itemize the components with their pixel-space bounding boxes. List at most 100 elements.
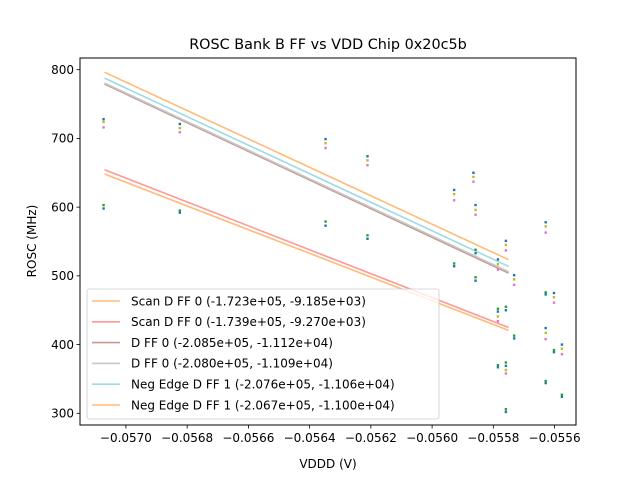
x-tick-label: −0.0570 [100, 431, 152, 445]
y-tick-label: 500 [51, 269, 74, 283]
axes-frame [79, 57, 577, 426]
scatter-point-pink-5 [472, 180, 475, 183]
scatter-point-blue-2 [178, 122, 182, 126]
scatter-point-blue-27 [552, 291, 556, 295]
scatter-point-pink-9 [504, 249, 508, 252]
legend-label: Neg Edge D FF 1 (-2.067e+05, -1.100e+04) [131, 398, 395, 412]
scatter-point-blue-19 [504, 364, 508, 368]
x-tick-label: −0.0564 [284, 431, 336, 445]
x-axis: −0.0570 −0.0568 −0.0566 −0.0564 −0.0562 −0.05… [100, 425, 581, 445]
plot-area [102, 71, 564, 414]
scatter-point-green-15 [552, 348, 556, 352]
scatter-point-green-16 [560, 393, 564, 396]
scatter-point-green-11 [504, 407, 508, 411]
scatter-point-blue-12 [474, 251, 477, 255]
scatter-point-green-8 [496, 364, 500, 367]
scatter-point-pink-3 [366, 164, 369, 167]
scatter-point-green-5 [474, 248, 477, 251]
scatter-point-pink-12 [544, 231, 547, 234]
fit-line-1 [104, 168, 509, 329]
scatter-point-pink-4 [452, 199, 456, 202]
scatter-point-olive-12 [544, 225, 547, 228]
scatter-point-blue-3 [178, 211, 182, 214]
scatter-point-blue-21 [512, 273, 516, 277]
scatter-point-pink-7 [496, 268, 500, 271]
fit-line-3 [104, 82, 509, 273]
scatter-point-blue-7 [366, 237, 369, 240]
scatter-point-green-12 [512, 334, 516, 337]
scatter-point-blue-5 [324, 224, 327, 227]
scatter-point-green-0 [102, 203, 105, 207]
scatter-point-green-4 [452, 262, 456, 265]
scatter-point-blue-14 [496, 258, 500, 261]
scatter-point-blue-29 [560, 343, 564, 346]
scatter-point-blue-1 [102, 207, 105, 210]
scatter-point-green-7 [496, 307, 500, 311]
scatter-point-olive-15 [560, 347, 564, 350]
scatter-point-pink-14 [552, 301, 556, 304]
scatter-point-green-9 [504, 305, 508, 308]
scatter-point-blue-24 [544, 293, 547, 296]
scatter-point-blue-20 [504, 410, 508, 414]
scatter-point-olive-3 [366, 159, 369, 162]
legend-label: Neg Edge D FF 1 (-2.076e+05, -1.106e+04) [131, 378, 395, 392]
scatter-point-olive-11 [512, 278, 516, 281]
scatter-point-olive-1 [178, 126, 182, 130]
chart-title: ROSC Bank B FF vs VDD Chip 0x20c5b [189, 37, 467, 53]
legend-box [86, 288, 440, 420]
scatter-point-blue-0 [102, 117, 105, 121]
scatter-point-pink-0 [102, 126, 105, 129]
x-tick-label: −0.0556 [529, 431, 581, 445]
y-tick-label: 800 [51, 63, 74, 77]
x-tick-label: −0.0558 [467, 431, 519, 445]
scatter-point-blue-30 [560, 395, 564, 399]
scatter-point-olive-7 [496, 262, 500, 266]
scatter-point-blue-6 [366, 155, 369, 158]
y-axis: 300 400 500 600 700 800 [51, 63, 80, 421]
scatter-point-green-10 [504, 361, 508, 364]
scatter-point-green-3 [366, 234, 369, 237]
scatter-point-olive-0 [102, 120, 105, 124]
fit-line-2 [104, 83, 509, 274]
scatter-point-blue-28 [552, 350, 556, 354]
scatter-point-olive-14 [552, 295, 556, 299]
y-tick-label: 700 [51, 132, 74, 146]
scatter-point-olive-10 [504, 368, 508, 372]
scatter-point-blue-9 [452, 265, 456, 268]
scatter-point-olive-8 [496, 315, 500, 318]
legend: Scan D FF 0 (-1.723e+05, -9.185e+03) Scan… [86, 288, 440, 420]
y-tick-label: 400 [51, 338, 74, 352]
scatter-point-green-1 [178, 209, 182, 212]
scatter-point-olive-4 [452, 192, 456, 196]
scatter-point-blue-10 [472, 171, 475, 174]
legend-label: D FF 0 (-2.085e+05, -1.112e+04) [131, 336, 333, 350]
scatter-point-blue-16 [496, 366, 500, 369]
x-axis-label: VDDD (V) [299, 457, 356, 471]
x-tick-label: −0.0562 [345, 431, 397, 445]
fit-line-5 [104, 71, 509, 261]
legend-label: Scan D FF 0 (-1.723e+05, -9.185e+03) [131, 294, 366, 308]
y-tick-label: 300 [51, 407, 74, 421]
scatter-point-pink-6 [474, 213, 477, 216]
scatter-point-green-13 [544, 291, 547, 294]
x-tick-label: −0.0560 [406, 431, 458, 445]
scatter-point-olive-5 [472, 175, 475, 179]
scatter-point-blue-8 [452, 188, 456, 192]
scatter-point-olive-13 [544, 331, 547, 335]
scatter-point-pink-15 [560, 353, 564, 356]
scatter-point-pink-13 [544, 337, 547, 341]
y-tick-label: 600 [51, 200, 74, 214]
legend-label: D FF 0 (-2.080e+05, -1.109e+04) [131, 357, 333, 371]
scatter-point-blue-25 [544, 326, 547, 330]
scatter-point-pink-2 [324, 146, 327, 150]
scatter-point-blue-13 [474, 279, 477, 282]
scatter-point-pink-10 [504, 372, 508, 375]
fit-line-4 [104, 77, 509, 268]
x-tick-label: −0.0568 [161, 431, 213, 445]
x-tick-label: −0.0566 [222, 431, 274, 445]
y-axis-label: ROSC (MHz) [25, 205, 39, 278]
scatter-point-blue-11 [474, 203, 477, 207]
scatter-point-pink-11 [512, 283, 516, 286]
scatter-point-green-6 [474, 276, 477, 279]
